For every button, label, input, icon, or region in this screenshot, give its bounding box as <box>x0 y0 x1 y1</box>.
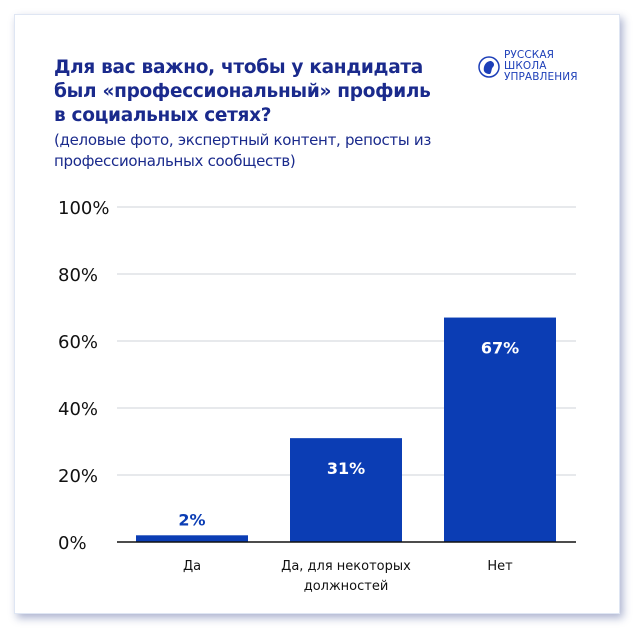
x-category-label: должностей <box>304 579 389 594</box>
y-tick-label: 40% <box>58 399 98 420</box>
chart-title: Для вас важно, чтобы у кандидата был «пр… <box>54 57 431 126</box>
y-tick-label: 20% <box>58 466 98 487</box>
logo-text: РУССКАЯ ШКОЛА УПРАВЛЕНИЯ <box>504 50 578 83</box>
bar <box>136 535 248 542</box>
data-label: 67% <box>481 339 519 358</box>
data-label: 2% <box>178 510 205 529</box>
y-tick-label: 60% <box>58 332 98 353</box>
y-tick-label: 0% <box>58 533 87 554</box>
chart-subtitle: (деловые фото, экспертный контент, репос… <box>54 131 431 170</box>
logo-line-1: РУССКАЯ <box>504 49 555 61</box>
bar <box>290 438 402 542</box>
logo-line-2: ШКОЛА <box>504 60 547 72</box>
logo-line-3: УПРАВЛЕНИЯ <box>504 71 578 83</box>
logo-emblem-icon <box>478 55 500 78</box>
x-category-label: Да, для некоторых <box>281 559 411 574</box>
x-category-label: Нет <box>487 559 513 574</box>
y-tick-label: 100% <box>58 198 109 219</box>
logo: РУССКАЯ ШКОЛА УПРАВЛЕНИЯ <box>478 50 578 83</box>
bar <box>444 317 556 542</box>
data-label: 31% <box>327 459 365 478</box>
y-tick-label: 80% <box>58 265 98 286</box>
x-category-label: Да <box>183 559 201 574</box>
